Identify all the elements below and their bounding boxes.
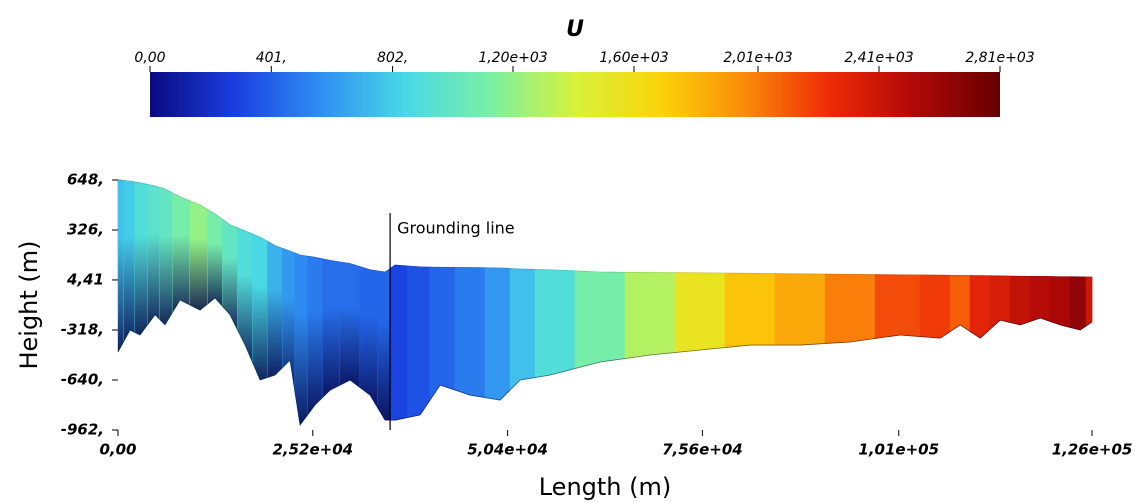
velocity-column <box>1069 276 1087 331</box>
velocity-column <box>919 274 951 339</box>
velocity-column <box>774 273 826 346</box>
velocity-column <box>509 268 536 391</box>
y-axis-title: Height (m) <box>15 240 43 369</box>
basal-shading <box>295 253 308 426</box>
velocity-column <box>1049 276 1071 328</box>
velocity-column <box>874 274 921 339</box>
y-tick-label: 4,41 <box>66 270 104 288</box>
grounding-line-label: Grounding line <box>397 219 515 238</box>
basal-shading <box>190 200 208 311</box>
basal-shading <box>360 266 378 408</box>
velocity-column <box>989 275 1011 330</box>
velocity-column <box>824 273 876 344</box>
velocity-column <box>624 271 676 359</box>
velocity-column <box>969 275 991 339</box>
velocity-column <box>1029 275 1051 323</box>
velocity-column <box>407 265 431 418</box>
basal-shading <box>118 179 124 353</box>
colorbar-tick-label: 1,20e+03 <box>478 50 547 66</box>
velocity-column <box>724 272 776 348</box>
basal-shading <box>307 256 323 415</box>
colorbar-tick-label: 2,41e+03 <box>844 50 913 66</box>
basal-shading <box>123 180 136 342</box>
basal-shading <box>237 227 253 363</box>
bed-line <box>117 297 1093 427</box>
x-tick-label: 1,01e+05 <box>858 441 939 459</box>
basal-shading <box>267 241 283 378</box>
basal-shading <box>207 209 223 307</box>
velocity-column <box>674 272 726 353</box>
colorbar-tick-label: 2,01e+03 <box>723 50 792 66</box>
basal-shading <box>282 248 296 393</box>
velocity-column <box>454 267 486 399</box>
x-tick-label: 5,04e+04 <box>467 441 548 459</box>
velocity-column <box>389 264 408 421</box>
basal-shading <box>222 219 238 330</box>
y-tick-label: -962, <box>61 421 104 439</box>
basal-shading <box>252 234 268 380</box>
y-tick-label: 648, <box>67 171 104 189</box>
velocity-column <box>484 267 511 401</box>
y-tick-label: -318, <box>61 321 104 339</box>
plot-area <box>117 179 1093 427</box>
velocity-column <box>534 268 576 378</box>
colorbar-tick-label: 1,60e+03 <box>599 50 668 66</box>
basal-shading <box>377 268 391 421</box>
colorbar-tick-label: 401, <box>256 50 287 66</box>
colorbar-tick-label: 0,00 <box>134 50 165 66</box>
basal-shading <box>340 261 361 388</box>
basal-shading <box>322 258 341 398</box>
x-tick-label: 2,52e+04 <box>272 441 353 459</box>
x-tick-label: 7,56e+04 <box>662 441 743 459</box>
velocity-column <box>1085 276 1093 327</box>
y-tick-label: -640, <box>61 371 104 389</box>
velocity-column <box>574 270 626 370</box>
x-tick-label: 1,26e+05 <box>1052 441 1133 459</box>
colorbar-tick-label: 802, <box>377 50 408 66</box>
basal-shading <box>135 182 148 335</box>
basal-shading <box>172 192 191 313</box>
colorbar-tick-label: 2,81e+03 <box>965 50 1034 66</box>
colorbar <box>150 72 1000 117</box>
velocity-column <box>1009 275 1031 326</box>
surface-line <box>117 179 1093 278</box>
basal-shading <box>147 184 161 325</box>
basal-shading <box>160 187 173 325</box>
velocity-column <box>949 274 971 333</box>
x-axis-title: Length (m) <box>539 473 672 501</box>
y-tick-label: 326, <box>67 221 104 239</box>
x-tick-label: 0,00 <box>99 441 136 459</box>
velocity-column <box>429 266 456 402</box>
colorbar-title: U <box>566 17 584 42</box>
